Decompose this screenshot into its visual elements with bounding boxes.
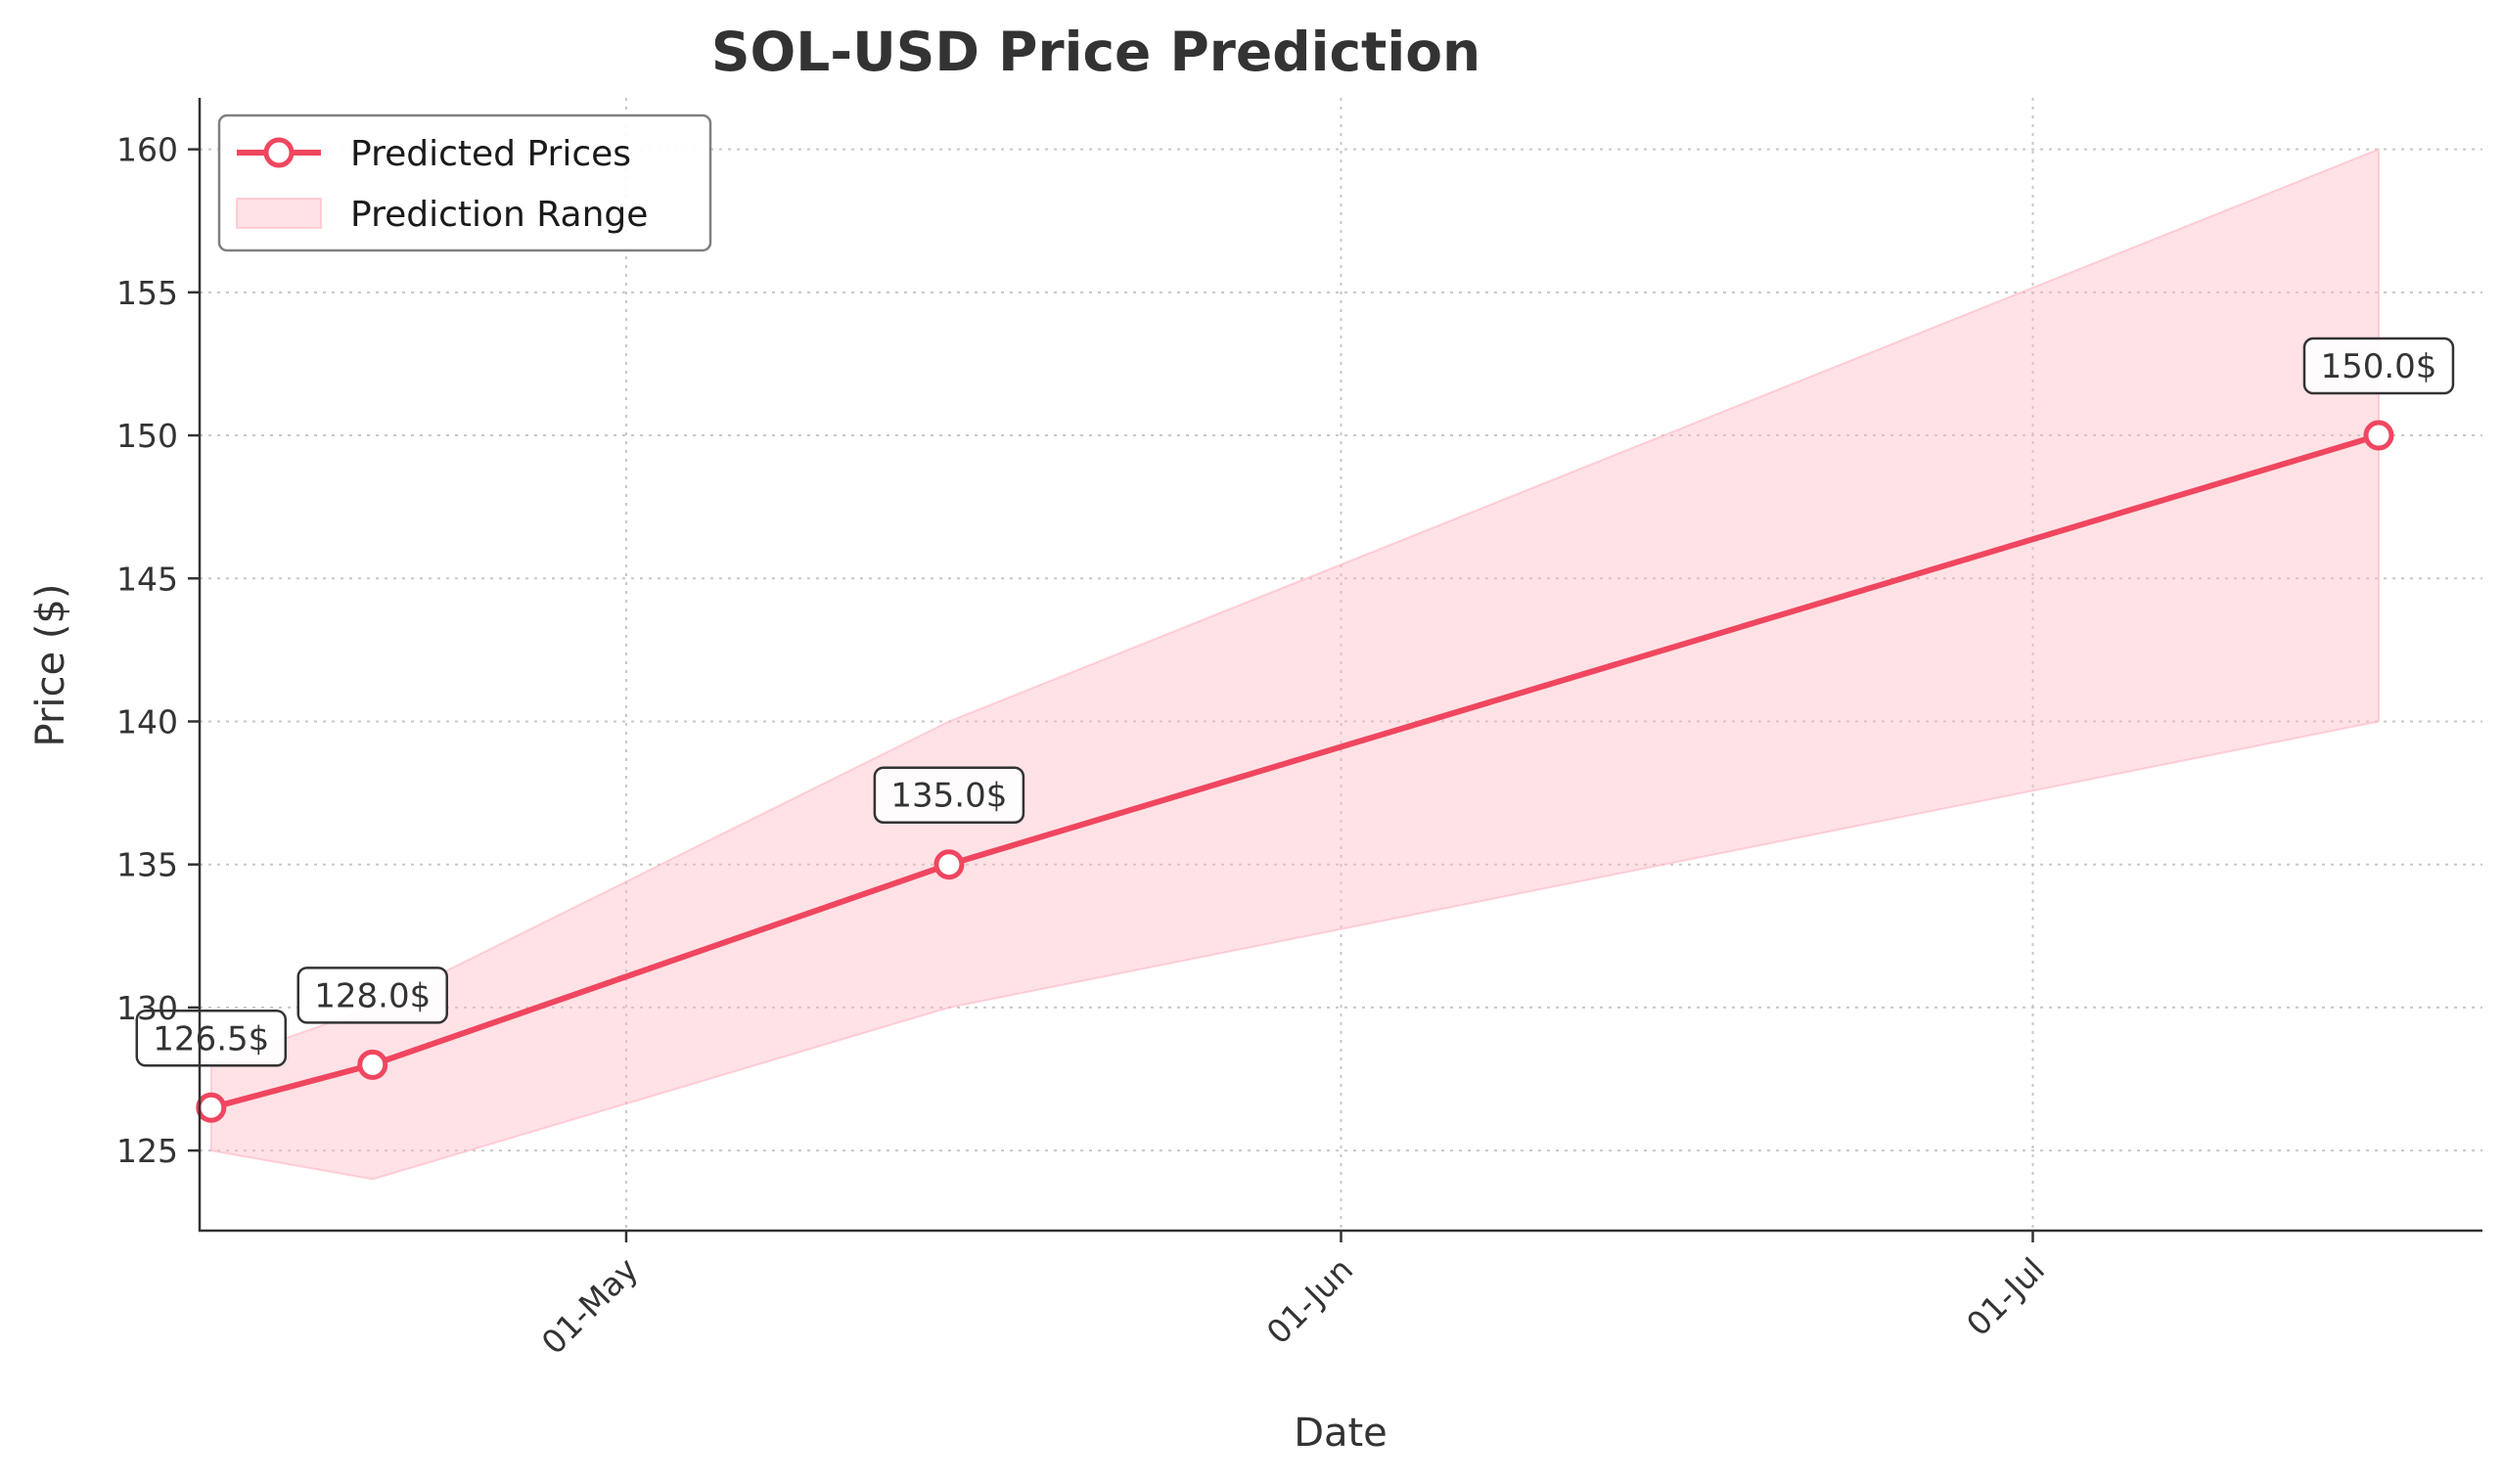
predicted-prices-line — [210, 432, 2380, 1111]
legend-label-prediction-range: Prediction Range — [350, 195, 648, 235]
data-label: 135.0$ — [873, 766, 1025, 824]
y-axis-label: Price ($) — [28, 584, 73, 747]
y-tick-label: 135 — [116, 846, 178, 884]
data-label-box — [873, 766, 1025, 824]
x-axis-label: Date — [1294, 1411, 1388, 1456]
data-label-text: 135.0$ — [890, 777, 1007, 816]
y-tick-label: 145 — [116, 560, 178, 598]
data-point-marker — [2363, 420, 2394, 451]
legend: Predicted Prices Prediction Range — [217, 113, 712, 252]
data-labels: 126.5$ 128.0$ 135.0$ 150.0$ — [135, 337, 2455, 1067]
x-tick-label: 01-Jul — [1959, 1250, 2052, 1343]
grid-lines — [200, 98, 2482, 1231]
data-label-text: 150.0$ — [2320, 347, 2436, 386]
y-tick-label: 125 — [116, 1132, 178, 1170]
y-tick-label: 140 — [116, 702, 178, 741]
y-tick-label: 130 — [116, 989, 178, 1027]
prediction-range-band — [209, 148, 2380, 1181]
data-label-text: 126.5$ — [153, 1019, 269, 1058]
legend-box — [217, 113, 712, 252]
data-point-marker — [196, 1092, 227, 1123]
y-tick-label: 155 — [116, 274, 178, 312]
data-point-marker — [357, 1049, 388, 1080]
data-label: 128.0$ — [296, 967, 448, 1024]
x-tick-label: 01-Jun — [1259, 1250, 1360, 1351]
y-tick-label: 160 — [116, 131, 178, 169]
data-label-box — [2302, 337, 2455, 395]
legend-range-swatch — [236, 198, 322, 229]
data-label-box — [296, 967, 448, 1024]
y-tick-label: 150 — [116, 417, 178, 455]
data-point-marker — [933, 849, 965, 880]
chart-title: SOL-USD Price Prediction — [711, 21, 1480, 83]
x-tick-label: 01-May — [534, 1250, 646, 1362]
data-label: 150.0$ — [2302, 337, 2455, 395]
data-label: 126.5$ — [135, 1010, 288, 1067]
legend-marker-swatch — [263, 137, 295, 168]
axes-spines — [198, 98, 2482, 1233]
legend-label-predicted-prices: Predicted Prices — [350, 134, 631, 174]
data-label-text: 128.0$ — [314, 976, 431, 1015]
data-label-box — [135, 1010, 288, 1067]
